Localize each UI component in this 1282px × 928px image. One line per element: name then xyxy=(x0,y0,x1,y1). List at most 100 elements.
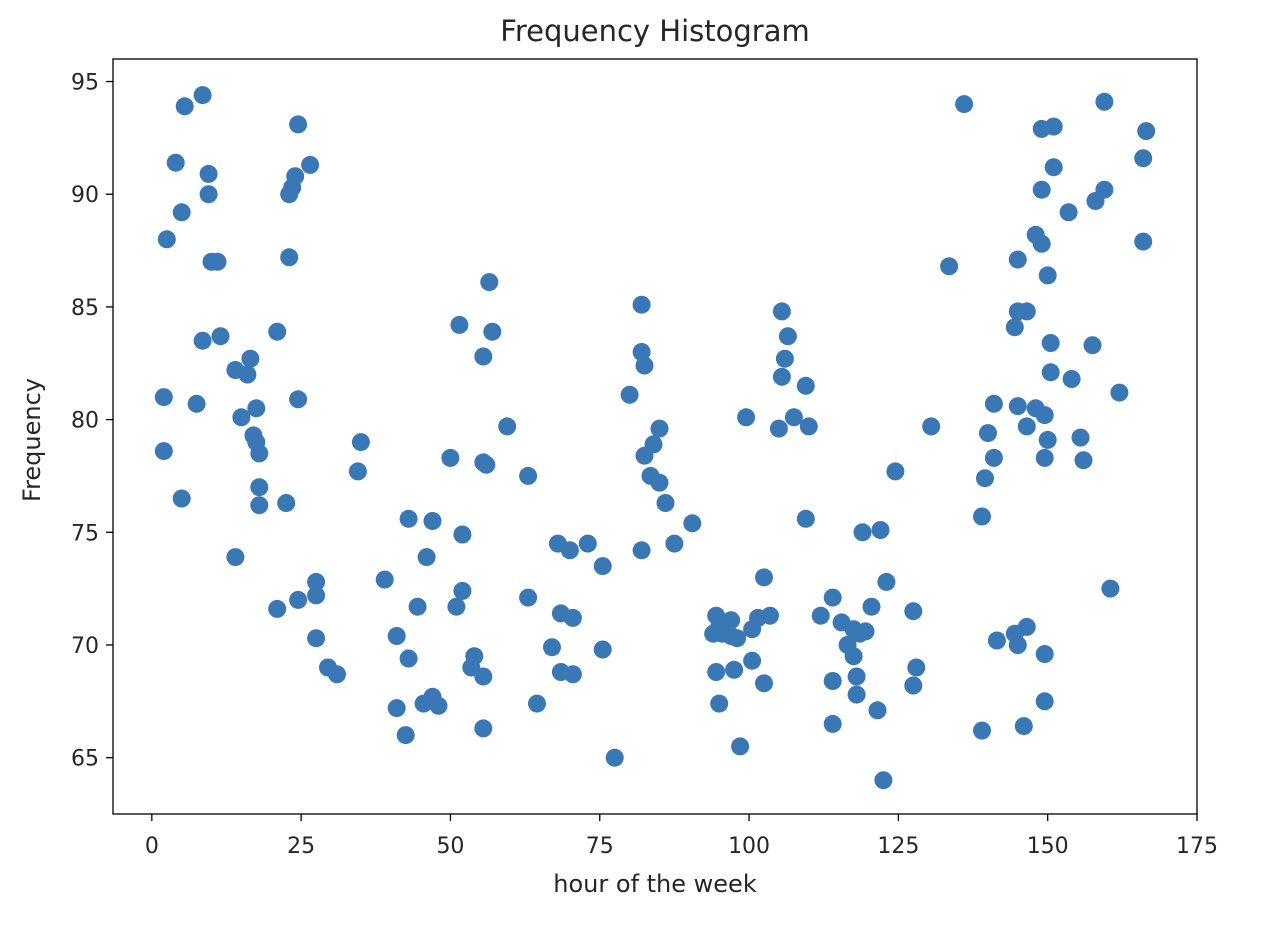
x-tick-label: 50 xyxy=(436,834,464,859)
data-point xyxy=(289,590,308,609)
data-point xyxy=(193,86,212,105)
data-point xyxy=(1062,370,1081,388)
data-point xyxy=(1014,717,1033,736)
data-point xyxy=(450,315,469,334)
y-tick-label: 90 xyxy=(71,183,99,208)
data-point xyxy=(984,394,1003,413)
data-point xyxy=(1083,336,1102,355)
data-point xyxy=(1038,430,1057,449)
data-point xyxy=(940,257,959,276)
data-point xyxy=(247,399,266,418)
data-point xyxy=(722,611,741,630)
data-point xyxy=(1095,92,1114,111)
data-point xyxy=(976,469,994,488)
data-point xyxy=(289,390,308,409)
data-point xyxy=(453,525,472,544)
data-point xyxy=(519,588,538,607)
data-point xyxy=(844,647,863,666)
data-point xyxy=(528,694,546,713)
data-point xyxy=(289,115,308,134)
data-point xyxy=(856,622,875,641)
data-point xyxy=(707,663,726,681)
y-tick-label: 65 xyxy=(71,747,99,772)
x-axis-label: hour of the week xyxy=(553,870,757,898)
data-point xyxy=(250,444,269,463)
data-point xyxy=(665,534,684,553)
data-point xyxy=(737,408,756,427)
x-tick-label: 25 xyxy=(287,834,315,859)
data-point xyxy=(211,327,230,346)
y-axis-label: Frequency xyxy=(18,378,46,502)
data-point xyxy=(193,331,212,350)
data-point xyxy=(853,523,872,542)
data-point xyxy=(441,448,460,467)
data-point xyxy=(387,627,406,645)
data-point xyxy=(1017,417,1036,436)
data-point xyxy=(778,327,797,346)
data-point xyxy=(1008,397,1027,416)
data-point xyxy=(157,230,176,249)
x-tick-label: 100 xyxy=(728,834,770,859)
data-point xyxy=(250,496,269,515)
data-point xyxy=(375,570,394,589)
data-point xyxy=(743,651,762,670)
data-point xyxy=(593,557,612,576)
data-point xyxy=(408,597,427,616)
data-point xyxy=(465,647,484,666)
data-point xyxy=(187,394,206,413)
data-point xyxy=(650,473,669,492)
y-tick-label: 75 xyxy=(71,521,99,546)
data-point xyxy=(474,667,493,686)
data-point xyxy=(1032,180,1051,199)
data-point xyxy=(710,694,729,713)
data-point xyxy=(656,494,675,512)
data-point xyxy=(632,295,651,314)
data-point xyxy=(1134,232,1153,251)
data-point xyxy=(474,719,493,738)
data-point xyxy=(578,534,597,553)
plot-area-frame xyxy=(112,58,1198,815)
data-point xyxy=(1005,318,1024,337)
data-point xyxy=(1017,617,1036,636)
data-point xyxy=(1134,149,1153,168)
data-point xyxy=(208,252,227,271)
data-point xyxy=(250,478,269,497)
data-point xyxy=(761,606,779,625)
data-point xyxy=(396,726,415,745)
data-point xyxy=(772,302,791,321)
data-point xyxy=(907,658,926,677)
x-tick-label: 125 xyxy=(877,834,919,859)
data-point xyxy=(987,631,1006,650)
data-point xyxy=(1035,692,1054,711)
data-point xyxy=(429,696,448,715)
data-point xyxy=(268,322,287,341)
y-tick-label: 95 xyxy=(71,71,99,96)
data-point xyxy=(904,676,923,695)
data-point xyxy=(644,435,663,454)
data-point xyxy=(1035,645,1054,663)
data-point xyxy=(1074,451,1093,470)
data-point xyxy=(620,385,639,404)
data-point xyxy=(1095,180,1114,199)
data-point xyxy=(796,376,815,395)
data-point xyxy=(286,167,305,186)
x-tick-label: 75 xyxy=(586,834,614,859)
data-point xyxy=(755,674,773,693)
data-point xyxy=(172,203,191,222)
data-point xyxy=(1110,383,1129,402)
data-point xyxy=(811,606,830,625)
x-tick-label: 150 xyxy=(1027,834,1069,859)
x-tick-label: 0 xyxy=(145,834,159,859)
data-point xyxy=(238,365,257,384)
data-point xyxy=(199,185,218,204)
data-point xyxy=(166,153,185,172)
data-point xyxy=(871,521,890,539)
data-point xyxy=(1035,448,1054,467)
chart-title: Frequency Histogram xyxy=(500,14,809,48)
x-axis-ticks: 0 25 50 75 100 125 150 175 xyxy=(145,814,1218,859)
data-point xyxy=(874,771,893,790)
data-point xyxy=(399,509,418,528)
data-point xyxy=(417,548,436,567)
data-point xyxy=(560,541,579,560)
